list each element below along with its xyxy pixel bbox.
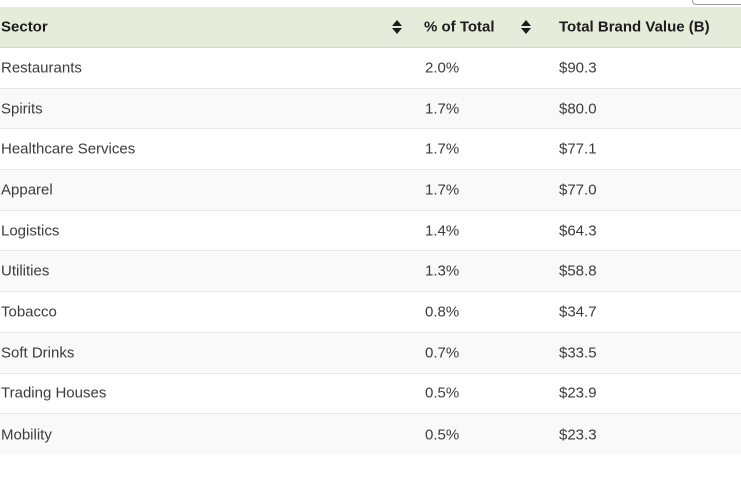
cell-sector: Utilities bbox=[1, 262, 50, 280]
cell-sector: Spirits bbox=[1, 100, 43, 118]
cell-total-brand-value: $80.0 bbox=[559, 100, 597, 118]
column-header-total-brand-value[interactable]: Total Brand Value (B) bbox=[559, 18, 710, 36]
cell-sector: Mobility bbox=[1, 426, 52, 444]
table-row: Utilities 1.3% $58.8 bbox=[0, 251, 741, 293]
table-row: Healthcare Services 1.7% $77.1 bbox=[0, 129, 741, 171]
sort-updown-icon[interactable] bbox=[392, 20, 403, 34]
cell-total-brand-value: $23.3 bbox=[559, 426, 597, 444]
cell-total-brand-value: $77.0 bbox=[559, 181, 597, 199]
cell-sector: Restaurants bbox=[1, 59, 82, 77]
cell-sector: Healthcare Services bbox=[1, 140, 136, 158]
cell-total-brand-value: $90.3 bbox=[559, 59, 597, 77]
table-row: Soft Drinks 0.7% $33.5 bbox=[0, 332, 741, 374]
cell-pct-of-total: 0.5% bbox=[425, 384, 460, 402]
cell-total-brand-value: $34.7 bbox=[559, 303, 597, 321]
cell-sector: Apparel bbox=[1, 181, 53, 199]
cell-total-brand-value: $23.9 bbox=[559, 384, 597, 402]
cell-total-brand-value: $64.3 bbox=[559, 222, 597, 240]
table-row: Trading Houses 0.5% $23.9 bbox=[0, 373, 741, 415]
table-row: Apparel 1.7% $77.0 bbox=[0, 170, 741, 211]
cell-pct-of-total: 1.7% bbox=[425, 140, 460, 158]
cell-sector: Trading Houses bbox=[1, 384, 107, 402]
table-row: Mobility 0.5% $23.3 bbox=[0, 414, 741, 455]
cell-pct-of-total: 2.0% bbox=[425, 59, 460, 77]
table-row: Spirits 1.7% $80.0 bbox=[0, 88, 741, 130]
table-header-row: Sector % of Total Total Brand Value (B) bbox=[0, 7, 741, 48]
cell-sector: Logistics bbox=[1, 222, 60, 240]
cell-total-brand-value: $33.5 bbox=[559, 344, 597, 362]
cell-pct-of-total: 1.4% bbox=[425, 222, 460, 240]
cell-pct-of-total: 1.7% bbox=[425, 181, 460, 199]
column-header-sector[interactable]: Sector bbox=[1, 18, 48, 36]
column-header-pct-of-total[interactable]: % of Total bbox=[424, 18, 495, 36]
cell-sector: Soft Drinks bbox=[1, 344, 75, 362]
cell-pct-of-total: 0.8% bbox=[425, 303, 460, 321]
cell-pct-of-total: 1.7% bbox=[425, 100, 460, 118]
cell-pct-of-total: 0.5% bbox=[425, 426, 460, 444]
table-row: Tobacco 0.8% $34.7 bbox=[0, 292, 741, 333]
cell-sector: Tobacco bbox=[1, 303, 57, 321]
cell-pct-of-total: 1.3% bbox=[425, 262, 460, 280]
cell-pct-of-total: 0.7% bbox=[425, 344, 460, 362]
table-row: Logistics 1.4% $64.3 bbox=[0, 210, 741, 252]
truncated-input-box[interactable] bbox=[692, 0, 741, 5]
sort-updown-icon[interactable] bbox=[521, 20, 532, 34]
table-body: Restaurants 2.0% $90.3 Spirits 1.7% $80.… bbox=[0, 48, 741, 455]
cell-total-brand-value: $77.1 bbox=[559, 140, 597, 158]
table-row: Restaurants 2.0% $90.3 bbox=[0, 48, 741, 89]
cell-total-brand-value: $58.8 bbox=[559, 262, 597, 280]
